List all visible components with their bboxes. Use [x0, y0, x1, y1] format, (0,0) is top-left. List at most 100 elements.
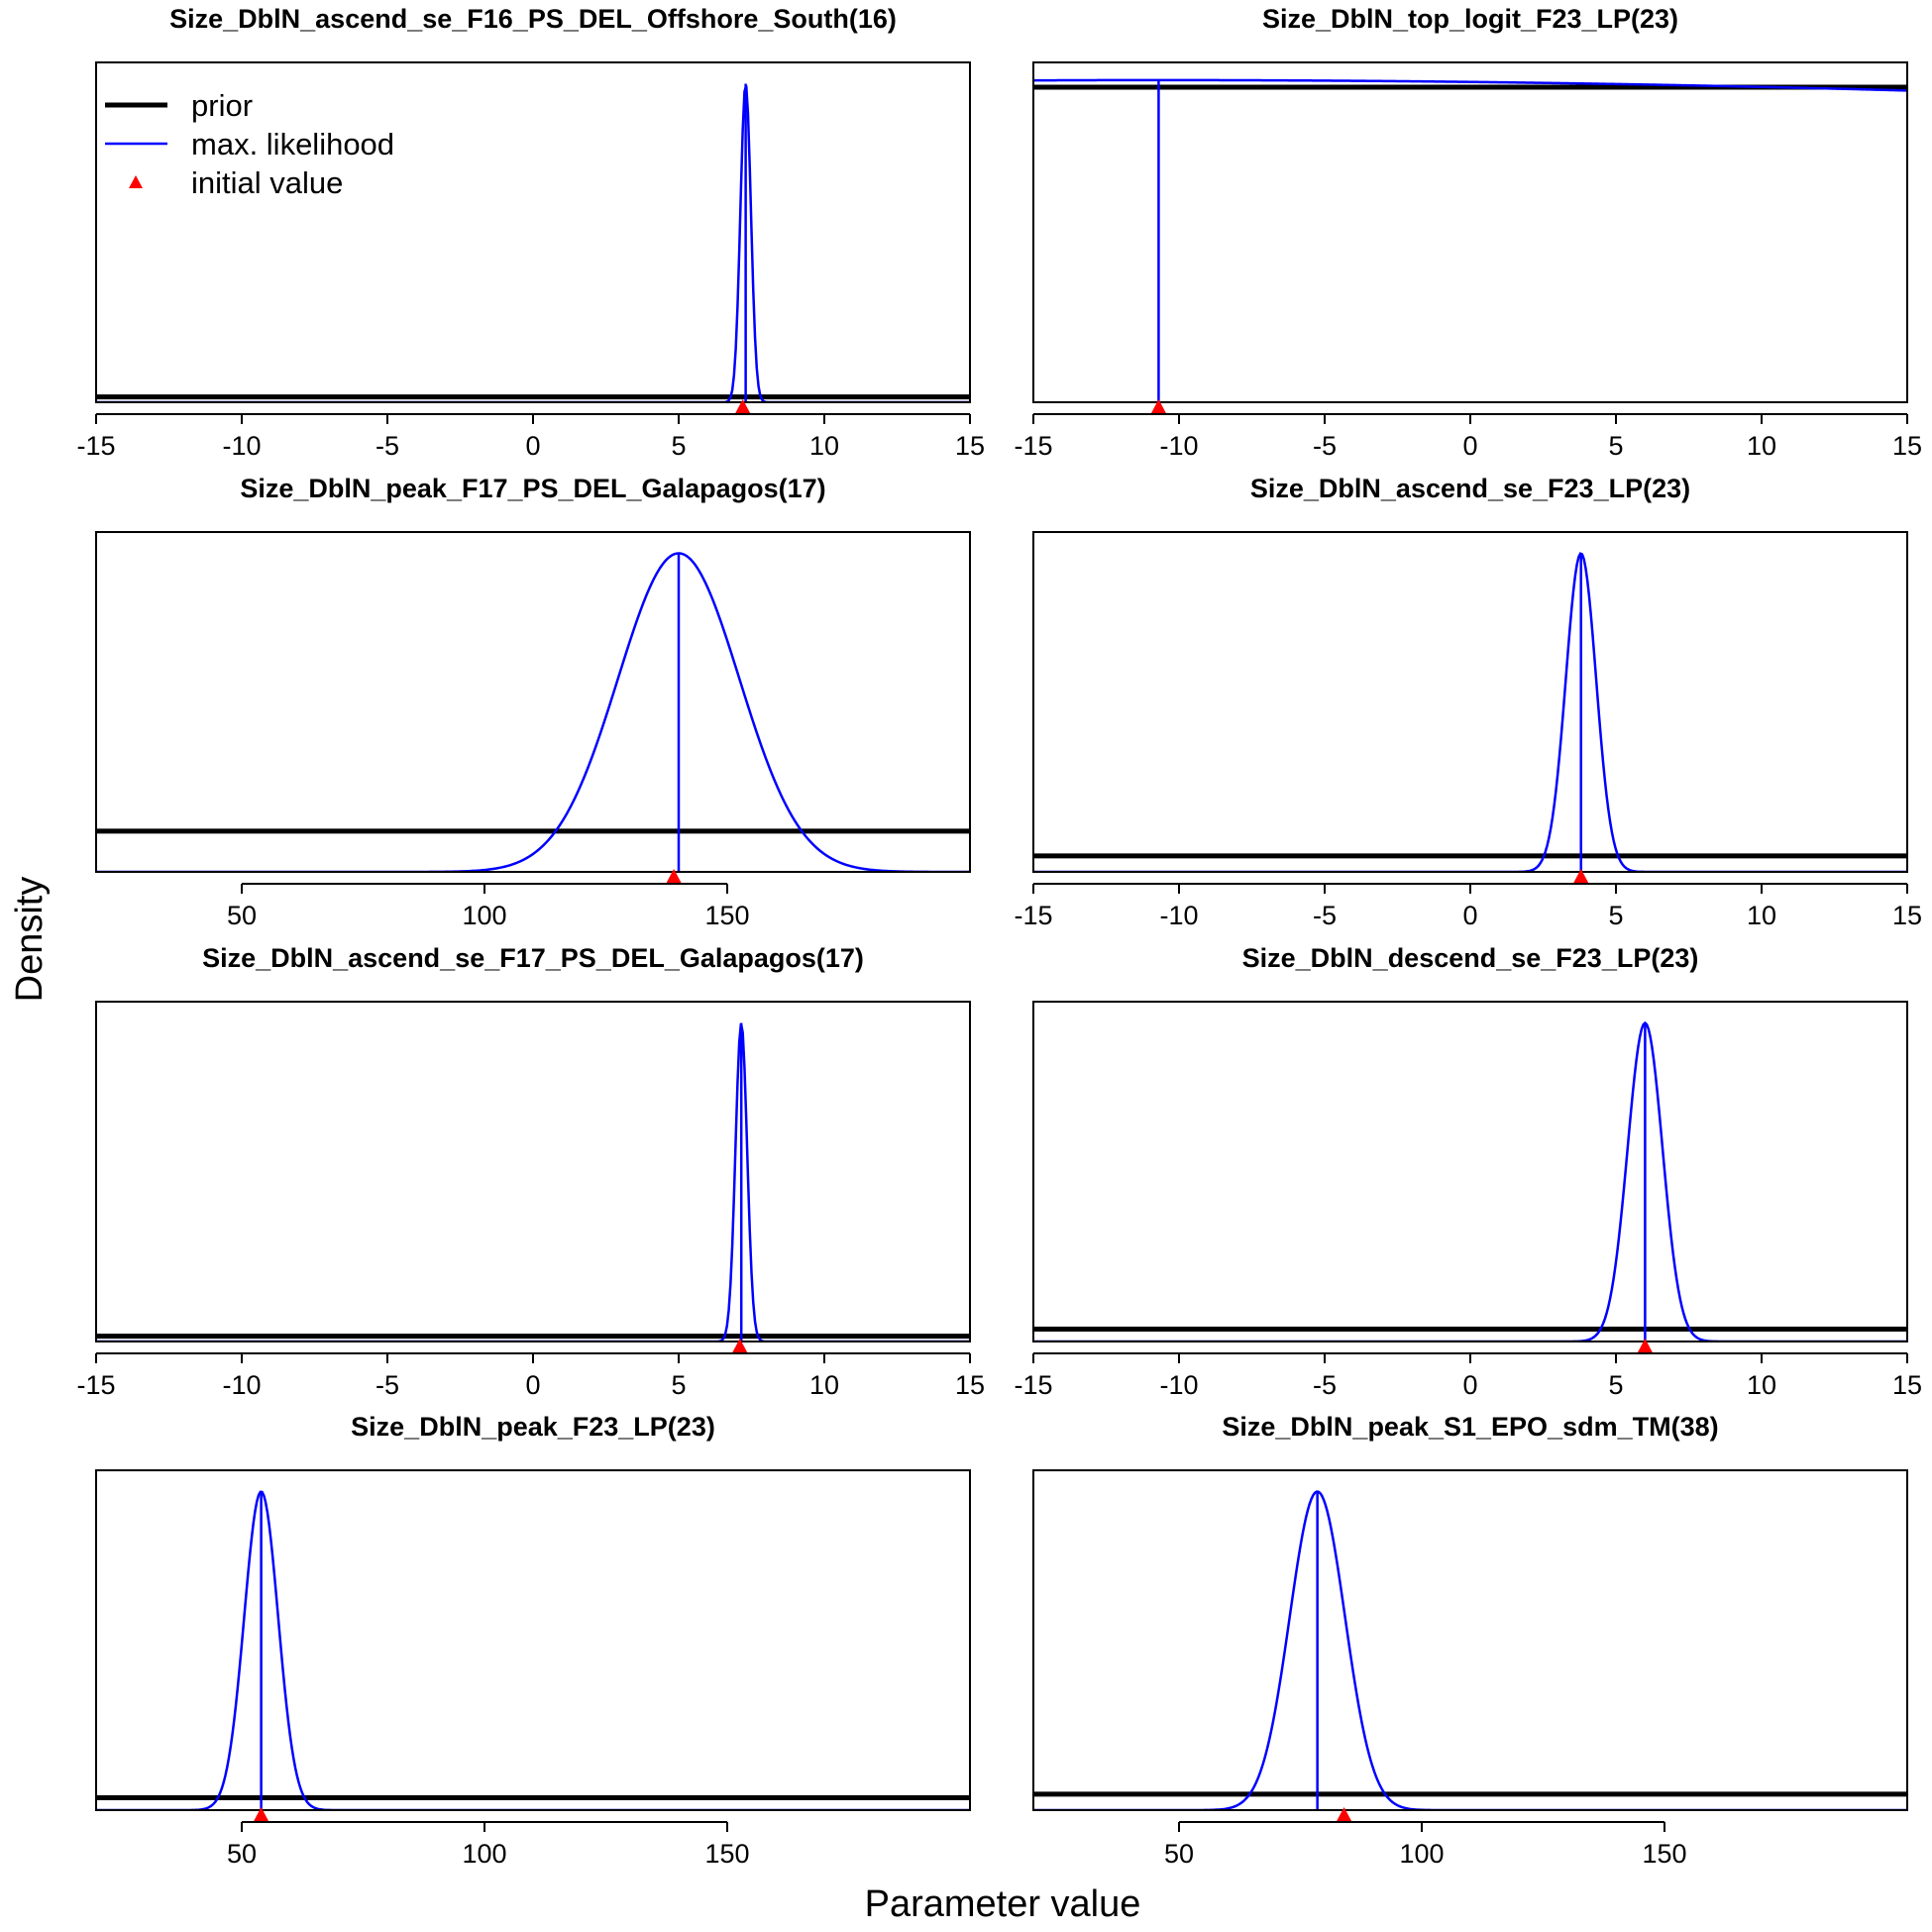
x-tick-label: 15 — [955, 431, 985, 461]
panel-plot-area — [1033, 552, 1907, 872]
x-tick-label: 50 — [227, 1839, 257, 1869]
x-tick-label: 100 — [462, 1839, 506, 1869]
x-tick-label: 5 — [1608, 431, 1623, 461]
panel-title: Size_DblN_peak_F23_LP(23) — [351, 1412, 715, 1442]
initial-value-marker — [1637, 1339, 1654, 1353]
x-tick-label: 5 — [671, 1370, 686, 1400]
panel-2: Size_DblN_top_logit_F23_LP(23) -15 -10 -5 0 5… — [1014, 4, 1922, 461]
x-tick-label: -15 — [1014, 901, 1052, 930]
panel-plot-area — [1033, 1020, 1907, 1342]
x-tick-label: -10 — [1159, 1370, 1198, 1400]
x-tick-label: 15 — [1892, 1370, 1922, 1400]
x-tick-label: 5 — [671, 431, 686, 461]
initial-value-marker — [734, 399, 751, 414]
x-tick-label: 150 — [704, 1839, 749, 1869]
x-tick-label: -15 — [1014, 1370, 1052, 1400]
panel-7: Size_DblN_peak_F23_LP(23) 50 100 150 — [95, 1412, 971, 1869]
panel-5: Size_DblN_ascend_se_F17_PS_DEL_Galapagos… — [76, 943, 985, 1400]
x-tick-label: 0 — [525, 431, 540, 461]
x-tick-label: -10 — [222, 1370, 261, 1400]
panel-frame — [1032, 1001, 1908, 1342]
panel-frame — [95, 531, 971, 873]
x-tick-label: -5 — [1313, 901, 1337, 930]
legend-item-max-likelihood: max. likelihood — [105, 127, 394, 161]
initial-value-marker — [731, 1339, 748, 1353]
x-tick-label: 150 — [1642, 1839, 1686, 1869]
x-tick-label: 0 — [1462, 431, 1477, 461]
panel-title: Size_DblN_ascend_se_F17_PS_DEL_Galapagos… — [202, 943, 864, 973]
panel-title: Size_DblN_ascend_se_F23_LP(23) — [1250, 474, 1690, 503]
x-tick-label: -15 — [76, 1370, 115, 1400]
x-tick-label: 5 — [1608, 901, 1623, 930]
x-tick-label: -15 — [1014, 431, 1052, 461]
initial-value-marker — [1572, 869, 1589, 884]
x-tick-label: -10 — [1159, 431, 1198, 461]
x-tick-label: 0 — [525, 1370, 540, 1400]
x-tick-label: 10 — [1747, 901, 1776, 930]
mle-curve — [1033, 552, 1907, 872]
initial-value-marker — [253, 1807, 269, 1822]
x-tick-label: 15 — [1892, 431, 1922, 461]
mle-curve — [96, 1490, 970, 1810]
legend: prior max. likelihood initial value — [105, 88, 394, 200]
initial-value-marker — [1150, 399, 1167, 414]
x-tick-label: 50 — [227, 901, 257, 930]
x-tick-label: -10 — [222, 431, 261, 461]
panel-frame — [95, 1001, 971, 1342]
panel-title: Size_DblN_descend_se_F23_LP(23) — [1242, 943, 1699, 973]
panel-plot-area — [1033, 1490, 1907, 1810]
x-tick-label: -5 — [1313, 431, 1337, 461]
panel-frame — [1032, 531, 1908, 873]
x-tick-label: -5 — [1313, 1370, 1337, 1400]
legend-label: initial value — [191, 165, 343, 200]
panel-8: Size_DblN_peak_S1_EPO_sdm_TM(38) 50 100 150 — [1032, 1412, 1908, 1869]
panel-frame — [95, 1469, 971, 1811]
panel-4: Size_DblN_ascend_se_F23_LP(23) -15 -10 -5 0 5… — [1014, 474, 1922, 930]
legend-item-initial-value: initial value — [129, 165, 343, 200]
x-tick-label: 15 — [1892, 901, 1922, 930]
x-tick-label: -5 — [376, 431, 399, 461]
x-tick-label: 0 — [1462, 901, 1477, 930]
panel-title: Size_DblN_ascend_se_F16_PS_DEL_Offshore_… — [169, 4, 897, 34]
x-tick-label: 5 — [1608, 1370, 1623, 1400]
x-tick-label: 150 — [704, 901, 749, 930]
x-tick-label: 100 — [462, 901, 506, 930]
mle-curve — [96, 552, 970, 872]
mle-curve — [1033, 78, 1907, 92]
panel-frame — [95, 61, 971, 403]
panel-plot-area — [96, 1022, 970, 1342]
panel-plot-area — [96, 1490, 970, 1810]
initial-value-marker — [1336, 1807, 1352, 1822]
panels: Size_DblN_ascend_se_F16_PS_DEL_Offshore_… — [76, 4, 1922, 1869]
legend-item-prior: prior — [105, 88, 253, 123]
x-tick-label: 10 — [809, 1370, 839, 1400]
x-tick-label: 10 — [1747, 1370, 1776, 1400]
x-tick-label: -10 — [1159, 901, 1198, 930]
legend-label: max. likelihood — [191, 127, 394, 161]
panel-plot-area — [1033, 78, 1907, 402]
panel-6: Size_DblN_descend_se_F23_LP(23) -15 -10 -5 0… — [1014, 943, 1922, 1400]
x-tick-label: 50 — [1164, 1839, 1194, 1869]
x-tick-label: 15 — [955, 1370, 985, 1400]
x-tick-label: -15 — [76, 431, 115, 461]
panel-1: Size_DblN_ascend_se_F16_PS_DEL_Offshore_… — [76, 4, 985, 461]
panel-plot-area — [96, 552, 970, 872]
panel-frame — [1032, 1469, 1908, 1811]
panel-3: Size_DblN_peak_F17_PS_DEL_Galapagos(17) 5… — [95, 474, 971, 930]
x-axis-title: Parameter value — [865, 1883, 1141, 1925]
mle-curve — [1033, 1020, 1907, 1342]
panel-title: Size_DblN_peak_F17_PS_DEL_Galapagos(17) — [240, 474, 825, 503]
x-tick-label: -5 — [376, 1370, 399, 1400]
legend-label: prior — [191, 88, 253, 123]
mle-curve — [96, 1022, 970, 1342]
x-tick-label: 0 — [1462, 1370, 1477, 1400]
initial-value-marker — [666, 869, 683, 884]
y-axis-title: Density — [9, 877, 51, 1003]
panel-plot-area — [96, 83, 970, 402]
panel-title: Size_DblN_peak_S1_EPO_sdm_TM(38) — [1222, 1412, 1718, 1442]
x-tick-label: 10 — [809, 431, 839, 461]
panel-frame — [1032, 61, 1908, 403]
x-tick-label: 100 — [1399, 1839, 1444, 1869]
legend-swatch-initial — [129, 175, 143, 188]
